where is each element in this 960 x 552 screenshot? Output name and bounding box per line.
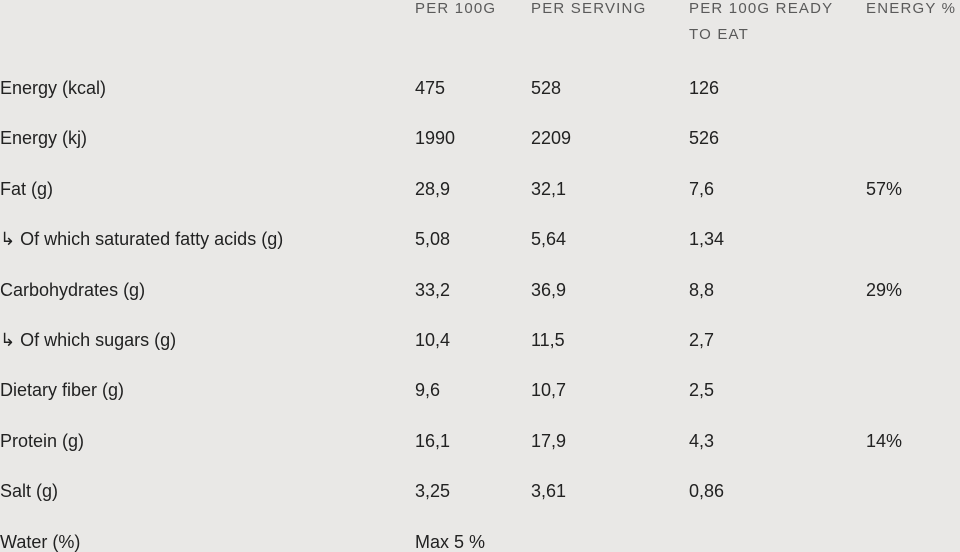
cell-value: 5,64 — [531, 229, 567, 250]
cell-value: 1,34 — [689, 229, 725, 250]
cell-value: 28,9 — [415, 178, 451, 199]
cell-value: 17,9 — [531, 430, 567, 451]
cell-value: 126 — [689, 78, 720, 98]
cell-value: 14% — [866, 430, 903, 451]
row-label: ↳ Of which saturated fatty acids (g) — [0, 229, 284, 250]
row-label: Salt (g) — [0, 481, 59, 502]
cell-value: 8,8 — [689, 279, 715, 300]
cell-value: 475 — [415, 78, 446, 98]
cell-value: 10,7 — [531, 380, 567, 401]
cell-value: 11,5 — [531, 330, 565, 350]
cell-value: 0,86 — [689, 481, 725, 502]
cell-value: 1990 — [415, 128, 456, 149]
cell-value: 7,6 — [689, 178, 715, 199]
cell-value: 3,61 — [531, 481, 567, 502]
row-label: Dietary fiber (g) — [0, 380, 125, 401]
cell-value: 33,2 — [415, 279, 451, 300]
column-header: PER 100G READY TO EAT — [689, 0, 834, 43]
cell-value: 29% — [866, 279, 903, 300]
column-header: PER SERVING — [531, 0, 647, 17]
row-label: Fat (g) — [0, 178, 54, 199]
cell-value: 526 — [689, 128, 720, 149]
row-label: Carbohydrates (g) — [0, 279, 146, 300]
column-header: PER 100G — [415, 0, 497, 17]
cell-value: Max 5 % — [415, 531, 486, 552]
cell-value: 2209 — [531, 128, 572, 149]
row-label: Energy (kcal) — [0, 78, 107, 98]
cell-value: 57% — [866, 178, 903, 199]
column-header: ENERGY % — [866, 0, 957, 17]
row-label: Water (%) — [0, 531, 81, 552]
cell-value: 5,08 — [415, 229, 451, 250]
row-label: Protein (g) — [0, 430, 85, 451]
cell-value: 3,25 — [415, 481, 451, 502]
cell-value: 2,5 — [689, 380, 715, 401]
cell-value: 36,9 — [531, 279, 567, 300]
row-label: ↳ Of which sugars (g) — [0, 330, 177, 350]
cell-value: 2,7 — [689, 330, 715, 350]
cell-value: 16,1 — [415, 430, 451, 451]
cell-value: 10,4 — [415, 330, 451, 350]
cell-value: 9,6 — [415, 380, 441, 401]
cell-value: 4,3 — [689, 430, 715, 451]
row-label: Energy (kj) — [0, 128, 88, 149]
cell-value: 32,1 — [531, 178, 567, 199]
cell-value: 528 — [531, 78, 562, 98]
